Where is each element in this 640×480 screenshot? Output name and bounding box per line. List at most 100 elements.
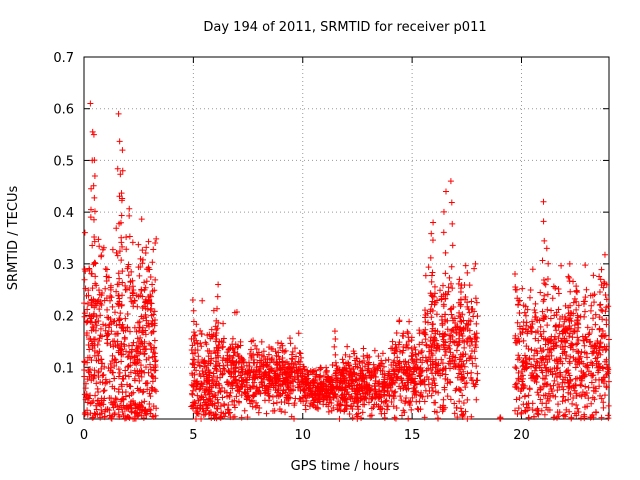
data-point <box>334 406 341 413</box>
data-point <box>83 332 90 339</box>
data-point <box>87 400 94 407</box>
data-point <box>472 295 479 302</box>
data-point <box>203 407 210 414</box>
data-point <box>455 370 462 377</box>
data-point <box>202 391 209 398</box>
data-point <box>326 399 333 406</box>
data-point <box>405 399 412 406</box>
data-point <box>220 320 227 327</box>
data-point <box>391 414 398 421</box>
data-point <box>523 322 530 329</box>
data-point <box>118 234 125 241</box>
data-point <box>544 306 551 313</box>
data-point <box>217 403 224 410</box>
data-point <box>315 405 322 412</box>
data-point <box>116 138 123 145</box>
data-point <box>119 268 126 275</box>
data-point <box>345 391 352 398</box>
data-point <box>405 338 412 345</box>
data-point <box>512 364 519 371</box>
data-point <box>137 386 144 393</box>
data-point <box>548 346 555 353</box>
data-point <box>552 393 559 400</box>
data-point <box>145 369 152 376</box>
data-point <box>464 269 471 276</box>
data-point <box>555 401 562 408</box>
data-point <box>97 402 104 409</box>
data-point <box>147 307 154 314</box>
data-point <box>259 378 266 385</box>
data-point <box>88 357 95 364</box>
data-point <box>108 294 115 301</box>
data-point <box>468 348 475 355</box>
data-point <box>86 266 93 273</box>
data-point <box>545 390 552 397</box>
data-point <box>110 398 117 405</box>
data-point <box>124 381 131 388</box>
data-point <box>442 188 449 195</box>
data-point <box>457 351 464 358</box>
data-point <box>331 328 338 335</box>
data-point <box>424 358 431 365</box>
data-point <box>305 371 312 378</box>
data-point <box>139 404 146 411</box>
data-point <box>429 307 436 314</box>
data-point <box>555 306 562 313</box>
data-point <box>421 398 428 405</box>
data-point <box>126 414 133 421</box>
data-point <box>464 370 471 377</box>
data-point <box>467 354 474 361</box>
data-point <box>398 375 405 382</box>
data-point <box>390 366 397 373</box>
data-point <box>142 284 149 291</box>
data-point <box>332 351 339 358</box>
data-point <box>260 348 267 355</box>
data-point <box>149 328 156 335</box>
data-point <box>393 329 400 336</box>
data-point <box>146 390 153 397</box>
data-point <box>215 399 222 406</box>
data-point <box>472 334 479 341</box>
data-point <box>106 378 113 385</box>
data-point <box>524 306 531 313</box>
data-point <box>592 376 599 383</box>
plot-frame <box>83 56 610 420</box>
data-point <box>289 356 296 363</box>
data-point <box>537 289 544 296</box>
data-point <box>429 269 436 276</box>
data-point <box>122 315 129 322</box>
data-point <box>127 402 134 409</box>
data-point <box>572 364 579 371</box>
data-point <box>110 404 117 411</box>
data-point <box>92 260 99 267</box>
data-point <box>519 378 526 385</box>
data-point <box>119 195 126 202</box>
data-point <box>464 396 471 403</box>
data-point <box>540 335 547 342</box>
data-point <box>403 342 410 349</box>
data-point <box>139 340 146 347</box>
data-point <box>306 403 313 410</box>
data-point <box>428 314 435 321</box>
data-point <box>142 249 149 256</box>
data-point <box>214 325 221 332</box>
data-point <box>148 321 155 328</box>
data-point <box>355 375 362 382</box>
data-point <box>198 380 205 387</box>
data-point <box>540 392 547 399</box>
data-point <box>553 311 560 318</box>
data-point <box>421 414 428 421</box>
data-point <box>272 380 279 387</box>
data-point <box>459 411 466 418</box>
data-point <box>101 297 108 304</box>
data-point <box>600 284 607 291</box>
data-point <box>526 294 533 301</box>
data-point <box>552 370 559 377</box>
data-point <box>428 301 435 308</box>
data-point <box>515 405 522 412</box>
data-point <box>307 400 314 407</box>
data-point <box>385 356 392 363</box>
data-point <box>457 387 464 394</box>
data-point <box>81 373 88 380</box>
data-point <box>572 375 579 382</box>
